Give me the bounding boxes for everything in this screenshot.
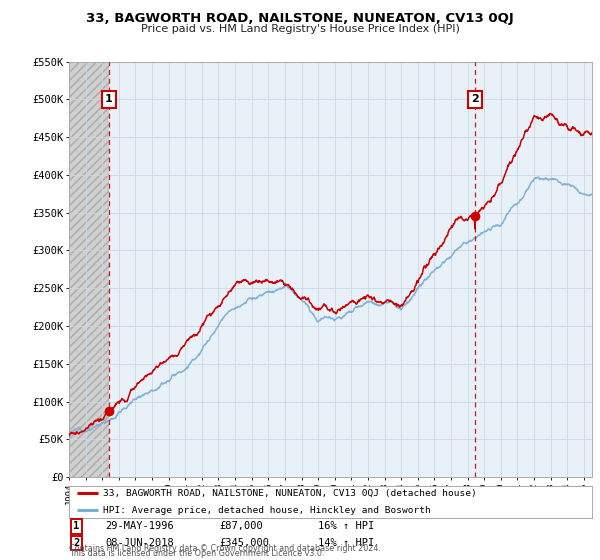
Text: 33, BAGWORTH ROAD, NAILSTONE, NUNEATON, CV13 0QJ: 33, BAGWORTH ROAD, NAILSTONE, NUNEATON, … xyxy=(86,12,514,25)
Text: 1: 1 xyxy=(73,521,79,531)
Text: 08-JUN-2018: 08-JUN-2018 xyxy=(105,538,174,548)
Text: 2: 2 xyxy=(471,95,479,104)
Text: HPI: Average price, detached house, Hinckley and Bosworth: HPI: Average price, detached house, Hinc… xyxy=(103,506,431,515)
Text: Price paid vs. HM Land Registry's House Price Index (HPI): Price paid vs. HM Land Registry's House … xyxy=(140,24,460,34)
Text: This data is licensed under the Open Government Licence v3.0.: This data is licensed under the Open Gov… xyxy=(69,549,325,558)
Text: 16% ↑ HPI: 16% ↑ HPI xyxy=(318,521,374,531)
Text: £345,000: £345,000 xyxy=(219,538,269,548)
Text: 1: 1 xyxy=(105,95,113,104)
Text: 33, BAGWORTH ROAD, NAILSTONE, NUNEATON, CV13 0QJ (detached house): 33, BAGWORTH ROAD, NAILSTONE, NUNEATON, … xyxy=(103,489,477,498)
Text: 14% ↑ HPI: 14% ↑ HPI xyxy=(318,538,374,548)
Text: £87,000: £87,000 xyxy=(219,521,263,531)
Bar xyxy=(69,62,109,477)
Text: 29-MAY-1996: 29-MAY-1996 xyxy=(105,521,174,531)
Text: 2: 2 xyxy=(73,538,79,548)
Bar xyxy=(109,62,592,477)
Bar xyxy=(69,62,109,477)
Text: Contains HM Land Registry data © Crown copyright and database right 2024.: Contains HM Land Registry data © Crown c… xyxy=(69,544,381,553)
